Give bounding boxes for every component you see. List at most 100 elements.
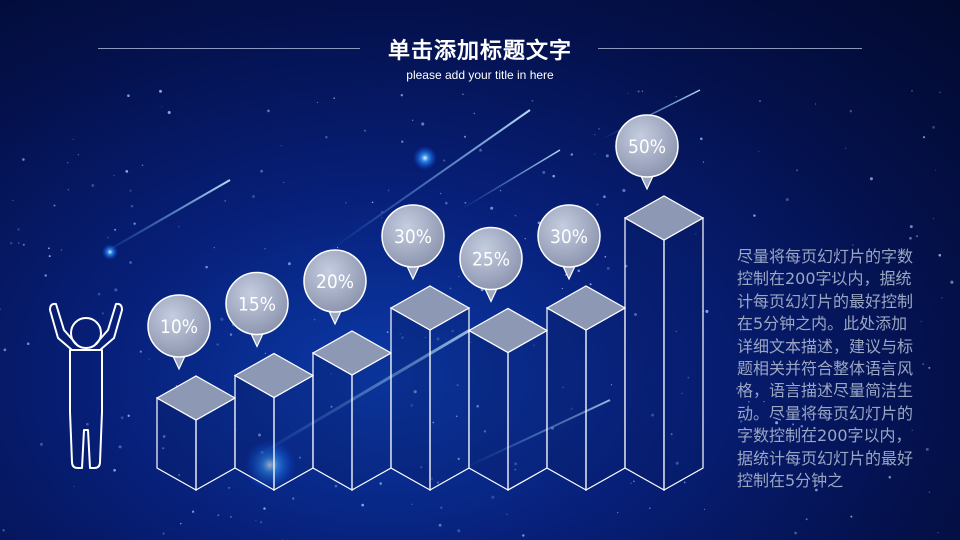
star (836, 459, 839, 462)
star (371, 201, 374, 204)
star (361, 503, 365, 507)
star (561, 287, 563, 290)
star (118, 445, 122, 449)
star (675, 461, 679, 465)
star (438, 523, 442, 527)
star (224, 199, 227, 202)
bubble-circle (537, 204, 601, 268)
star (820, 315, 824, 319)
star (938, 253, 942, 257)
star (622, 188, 626, 193)
star (267, 109, 270, 113)
star (928, 491, 931, 493)
star (399, 333, 401, 335)
chart-bars (155, 195, 705, 492)
star (363, 129, 367, 132)
star (780, 365, 783, 368)
star (491, 495, 495, 499)
star (514, 468, 516, 471)
data-label: 15% (238, 294, 276, 316)
star (387, 189, 390, 192)
star (39, 442, 43, 446)
star (287, 262, 291, 266)
star (542, 170, 546, 174)
star (854, 391, 856, 394)
star (524, 238, 526, 240)
star (941, 297, 943, 299)
star (436, 481, 440, 484)
data-label-bubble-4: 30% (381, 204, 445, 281)
star (852, 244, 854, 246)
star (815, 488, 818, 492)
chart-bar-2 (233, 352, 315, 492)
star (439, 192, 442, 195)
star (594, 153, 596, 155)
star (162, 532, 165, 535)
star (112, 174, 115, 177)
star (129, 189, 132, 192)
chart-bar-6 (545, 285, 627, 492)
star (97, 292, 101, 296)
star (537, 221, 541, 225)
star (589, 283, 592, 286)
star (736, 387, 739, 390)
star (552, 174, 555, 178)
star (0, 308, 2, 311)
star (950, 280, 954, 284)
bar-face-right (429, 306, 470, 492)
bar-top (389, 285, 471, 331)
star (641, 90, 644, 93)
star (139, 350, 142, 353)
star (570, 153, 574, 156)
star (381, 217, 383, 219)
star (831, 275, 834, 278)
star (882, 367, 885, 371)
bar-face-left (468, 329, 509, 492)
star (412, 119, 414, 121)
star (178, 474, 181, 477)
star-field (0, 89, 954, 540)
star (236, 428, 238, 431)
star (610, 383, 613, 386)
person-arms-raised-icon (49, 302, 123, 469)
star (845, 362, 847, 365)
bubble-circle (459, 226, 523, 291)
star (2, 529, 5, 532)
bar-top (623, 195, 705, 241)
star (826, 345, 829, 348)
star (911, 429, 913, 431)
star (869, 449, 871, 451)
star (334, 484, 338, 488)
data-label: 30% (394, 226, 432, 248)
star (401, 336, 404, 339)
star (506, 513, 508, 516)
star (651, 413, 655, 417)
data-label-bubble-3: 20% (303, 249, 367, 326)
star (909, 237, 912, 240)
star (12, 199, 14, 202)
star (916, 235, 918, 238)
star (939, 91, 941, 93)
star (925, 447, 929, 451)
star (797, 359, 799, 361)
star (325, 135, 328, 139)
star (436, 337, 440, 341)
page-title: 单击添加标题文字 (387, 39, 572, 64)
star (617, 511, 619, 514)
data-label: 50% (628, 136, 666, 158)
star (479, 148, 483, 152)
star (410, 404, 414, 407)
star (805, 518, 808, 521)
star (702, 161, 705, 163)
star (159, 89, 162, 93)
star (561, 386, 565, 389)
star (934, 169, 937, 171)
star (230, 516, 232, 518)
star (531, 99, 534, 102)
star (886, 270, 890, 274)
star (758, 150, 760, 153)
bar-face-left (312, 351, 353, 492)
star (687, 376, 690, 379)
star (48, 255, 51, 258)
star (514, 214, 517, 217)
